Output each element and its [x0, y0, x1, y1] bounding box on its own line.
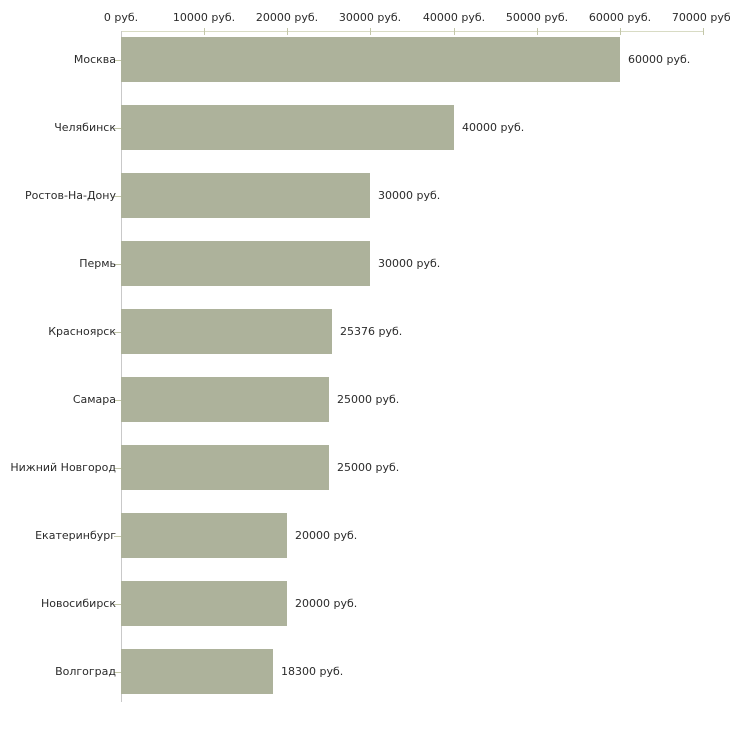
y-tick-mark	[114, 264, 121, 265]
y-tick-mark	[114, 60, 121, 61]
value-label: 30000 руб.	[378, 189, 441, 202]
category-label: Самара	[72, 393, 116, 406]
bar-новосибирск	[121, 581, 287, 626]
category-label: Ростов-На-Дону	[24, 189, 116, 202]
value-label: 25000 руб.	[337, 461, 400, 474]
x-tick-label: 70000 руб.	[671, 11, 730, 24]
x-tick-label: 10000 руб.	[172, 11, 236, 24]
y-tick-mark	[114, 128, 121, 129]
bar-красноярск	[121, 309, 332, 354]
category-label: Нижний Новгород	[10, 461, 116, 474]
y-tick-mark	[114, 536, 121, 537]
y-tick-mark	[114, 604, 121, 605]
value-label: 20000 руб.	[295, 529, 358, 542]
value-label: 18300 руб.	[281, 665, 344, 678]
value-label: 25000 руб.	[337, 393, 400, 406]
bar-самара	[121, 377, 329, 422]
x-tick-label: 60000 руб.	[588, 11, 652, 24]
value-label: 30000 руб.	[378, 257, 441, 270]
x-tick-label: 20000 руб.	[255, 11, 319, 24]
value-label: 60000 руб.	[628, 53, 691, 66]
x-tick-mark	[204, 28, 205, 35]
category-label: Екатеринбург	[35, 529, 116, 542]
x-tick-label: 0 руб.	[103, 11, 139, 24]
x-tick-mark	[537, 28, 538, 35]
category-label: Новосибирск	[40, 597, 116, 610]
bar-москва	[121, 37, 620, 82]
category-label: Челябинск	[54, 121, 116, 134]
bar-екатеринбург	[121, 513, 287, 558]
y-tick-mark	[114, 332, 121, 333]
x-axis-line	[121, 31, 704, 32]
x-tick-mark	[703, 28, 704, 35]
value-label: 40000 руб.	[462, 121, 525, 134]
x-tick-label: 40000 руб.	[422, 11, 486, 24]
x-tick-label: 50000 руб.	[505, 11, 569, 24]
x-tick-mark	[370, 28, 371, 35]
bar-нижний-новгород	[121, 445, 329, 490]
category-label: Москва	[73, 53, 116, 66]
category-label: Волгоград	[55, 665, 116, 678]
bar-челябинск	[121, 105, 454, 150]
category-label: Красноярск	[48, 325, 116, 338]
bar-пермь	[121, 241, 370, 286]
x-tick-label: 30000 руб.	[338, 11, 402, 24]
bar-волгоград	[121, 649, 273, 694]
value-label: 20000 руб.	[295, 597, 358, 610]
bar-ростов-на-дону	[121, 173, 370, 218]
y-axis-line	[121, 31, 122, 702]
y-tick-mark	[114, 400, 121, 401]
x-tick-mark	[287, 28, 288, 35]
x-tick-mark	[620, 28, 621, 35]
x-tick-mark	[454, 28, 455, 35]
y-tick-mark	[114, 468, 121, 469]
y-tick-mark	[114, 672, 121, 673]
value-label: 25376 руб.	[340, 325, 403, 338]
y-tick-mark	[114, 196, 121, 197]
category-label: Пермь	[79, 257, 116, 270]
